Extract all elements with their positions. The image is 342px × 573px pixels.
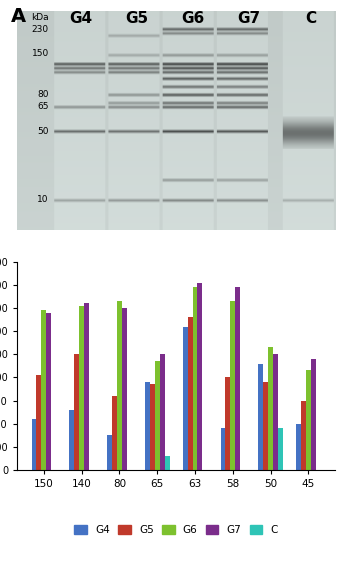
Bar (160, 354, 165, 470)
Text: 50: 50 (37, 127, 49, 136)
Bar (188, 317, 193, 470)
Bar (165, 456, 170, 470)
Bar (197, 282, 202, 470)
Text: G6: G6 (182, 11, 205, 26)
Bar (311, 359, 316, 470)
Bar (235, 287, 240, 470)
Bar (41, 311, 46, 470)
Bar (183, 327, 188, 470)
Bar (84, 304, 89, 470)
Bar (155, 361, 160, 470)
Bar (273, 354, 278, 470)
Text: G4: G4 (69, 11, 92, 26)
Bar (150, 384, 155, 470)
Bar (107, 435, 112, 470)
Bar (221, 428, 225, 470)
Legend: G4, G5, G6, G7, C: G4, G5, G6, G7, C (70, 521, 282, 539)
Text: 10: 10 (37, 195, 49, 205)
Bar (117, 301, 122, 470)
Text: C: C (305, 11, 316, 26)
Bar (231, 301, 235, 470)
Text: 65: 65 (37, 103, 49, 111)
Bar (112, 396, 117, 470)
Bar (278, 428, 283, 470)
Bar (268, 347, 273, 470)
Bar (258, 363, 263, 470)
Bar (306, 371, 311, 470)
Bar (79, 306, 84, 470)
Text: 80: 80 (37, 91, 49, 99)
Bar (193, 287, 197, 470)
Text: A: A (11, 7, 26, 26)
Bar (37, 375, 41, 470)
Bar (225, 378, 231, 470)
Bar (74, 354, 79, 470)
Bar (31, 419, 37, 470)
Bar (145, 382, 150, 470)
Bar (301, 401, 306, 470)
Bar (122, 308, 127, 470)
Text: G5: G5 (125, 11, 148, 26)
Bar (296, 423, 301, 470)
Text: 150: 150 (32, 49, 49, 58)
Text: kDa: kDa (31, 13, 49, 22)
Bar (263, 382, 268, 470)
Bar (69, 410, 74, 470)
Bar (46, 313, 51, 470)
Text: 230: 230 (32, 25, 49, 34)
Text: G7: G7 (238, 11, 261, 26)
